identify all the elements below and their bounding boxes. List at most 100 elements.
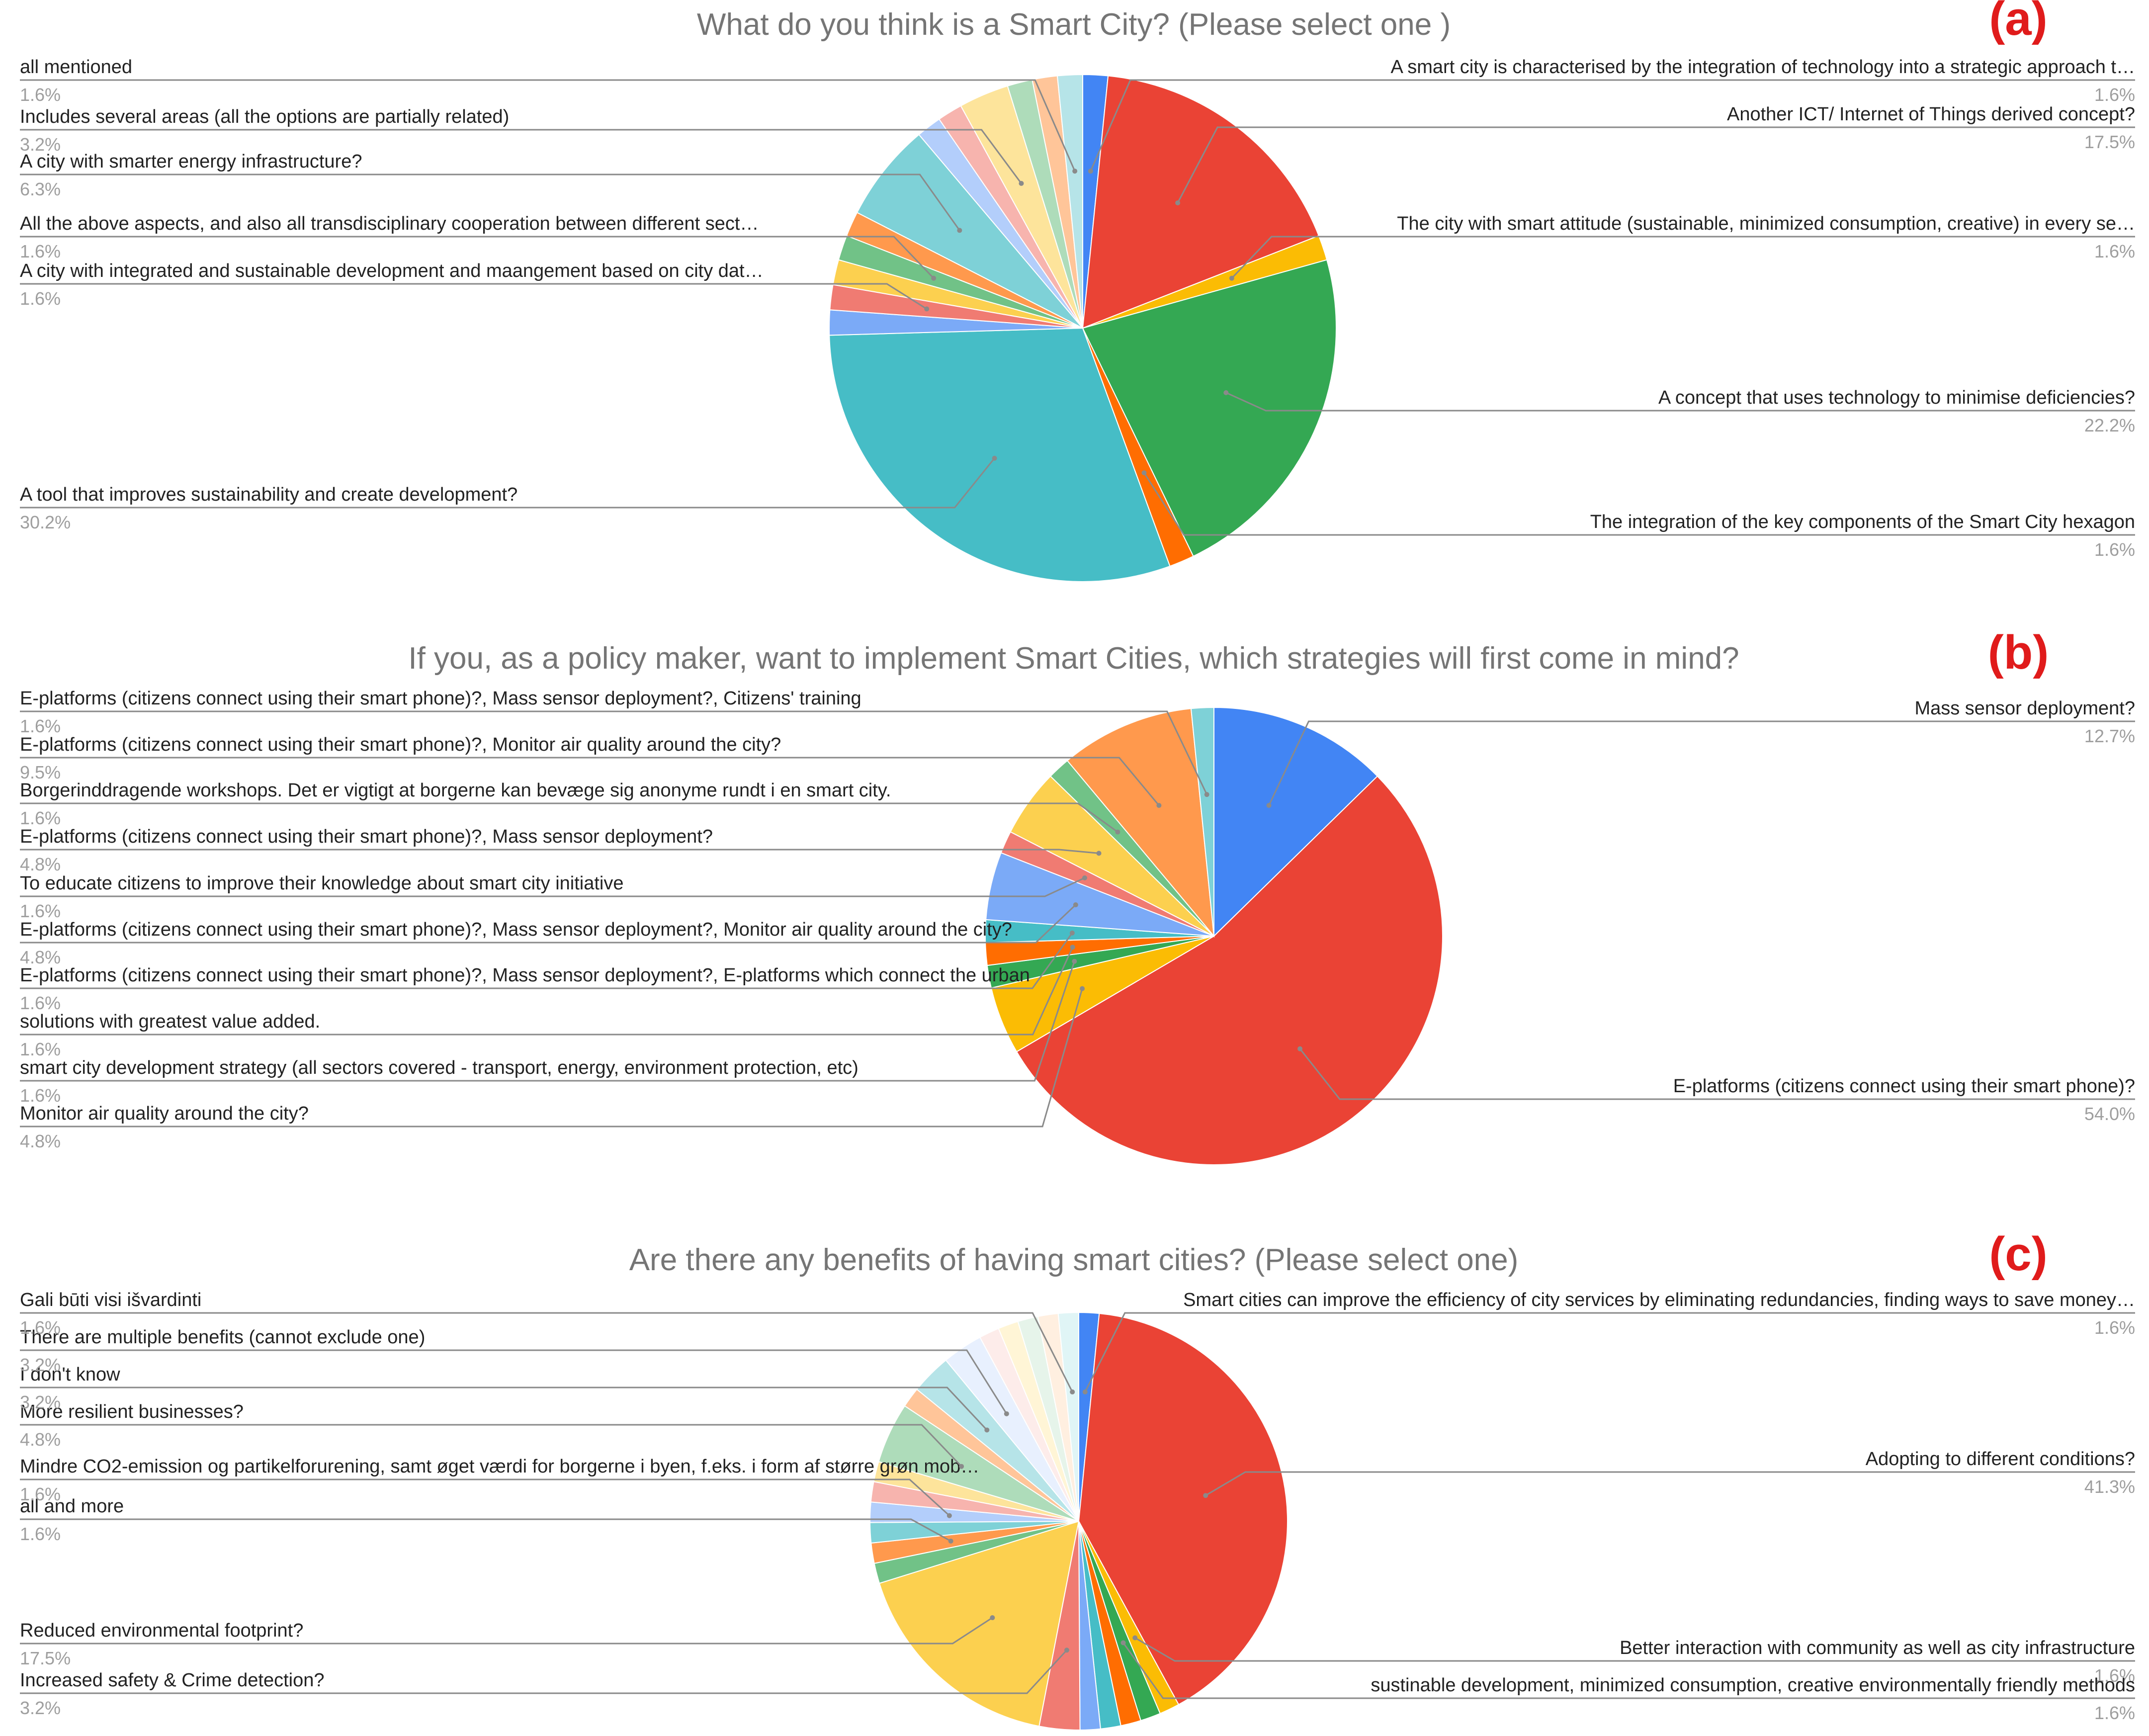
leader-line — [20, 1312, 1073, 1392]
slice-percent: 30.2% — [20, 512, 71, 532]
leader-line — [1134, 1637, 2135, 1662]
slice-percent: 17.5% — [2084, 132, 2135, 152]
slice-label: More resilient businesses? — [20, 1401, 244, 1422]
slice-label: A concept that uses technology to minimi… — [1658, 387, 2135, 408]
slice-label: Mindre CO2-emission og partikelforurenin… — [20, 1456, 979, 1477]
pie-slice — [1190, 706, 1214, 937]
slice-label: Includes several areas (all the options … — [20, 106, 509, 127]
pie-slice — [878, 1520, 1080, 1727]
slice-percent: 1.6% — [2094, 1703, 2135, 1723]
leader-line — [20, 961, 1075, 1082]
slice-label: I don't know — [20, 1364, 120, 1385]
slice-percent: 4.8% — [20, 854, 61, 874]
leader-line — [20, 457, 995, 509]
slice-label: Increased safety & Crime detection? — [20, 1670, 325, 1691]
leader-line — [20, 174, 960, 231]
slice-label: There are multiple benefits (cannot excl… — [20, 1327, 425, 1348]
slice-label: Adopting to different conditions? — [1866, 1449, 2135, 1470]
slice-percent: 4.8% — [20, 947, 61, 967]
slice-percent: 1.6% — [20, 1085, 61, 1106]
leader-line — [20, 1387, 988, 1431]
leader-line — [20, 932, 1073, 989]
panel-letter: (b) — [1988, 626, 2049, 679]
slice-percent: 1.6% — [2094, 241, 2135, 261]
pie-chart-panel-b: If you, as a policy maker, want to imple… — [20, 626, 2135, 1166]
leader-line — [20, 904, 1076, 944]
leader-line — [20, 710, 1208, 795]
panel-letter: (c) — [1989, 1227, 2047, 1281]
slice-percent: 3.2% — [20, 1698, 61, 1718]
leader-line — [1268, 720, 2135, 806]
leader-line — [20, 877, 1085, 897]
pie-slice — [1056, 74, 1083, 329]
slice-percent: 6.3% — [20, 179, 61, 199]
slice-label: sustinable development, minimized consum… — [1371, 1675, 2135, 1696]
leader-line — [20, 1424, 962, 1467]
slice-label: E-platforms (citizens connect using thei… — [1673, 1076, 2135, 1097]
slice-label: E-platforms (citizens connect using thei… — [20, 919, 1012, 940]
slice-label: The city with smart attitude (sustainabl… — [1397, 213, 2135, 234]
slice-percent: 1.6% — [20, 1524, 61, 1544]
chart-title: Are there any benefits of having smart c… — [629, 1243, 1519, 1277]
slice-percent: 1.6% — [20, 716, 61, 736]
leader-line — [20, 283, 927, 310]
slice-labels: Smart cities can improve the efficiency … — [20, 1290, 2135, 1723]
leader-line — [20, 79, 1076, 172]
leader-line — [20, 757, 1160, 806]
slice-percent: 1.6% — [20, 808, 61, 828]
leader-line — [1231, 236, 2135, 279]
slice-percent: 3.2% — [20, 1355, 61, 1375]
pie-slice — [1078, 1312, 1288, 1706]
slice-label: Another ICT/ Internet of Things derived … — [1727, 104, 2135, 125]
pie-slice — [1057, 1311, 1079, 1522]
slice-label: Mass sensor deployment? — [1914, 698, 2135, 719]
slice-percent: 3.2% — [20, 1392, 61, 1412]
slice-label: all mentioned — [20, 57, 132, 78]
slice-label: all and more — [20, 1496, 124, 1517]
slice-labels: A smart city is characterised by the int… — [20, 57, 2135, 560]
chart-title: If you, as a policy maker, want to imple… — [408, 641, 1739, 676]
slice-percent: 1.6% — [2094, 539, 2135, 560]
leader-line — [1299, 1048, 2135, 1100]
slice-percent: 1.6% — [20, 993, 61, 1013]
slice-percent: 41.3% — [2084, 1476, 2135, 1497]
slice-label: smart city development strategy (all sec… — [20, 1057, 859, 1078]
chart-title: What do you think is a Smart City? (Plea… — [697, 7, 1451, 42]
slice-label: Monitor air quality around the city? — [20, 1103, 309, 1124]
pie-slices — [829, 74, 1337, 582]
leader-line — [1177, 126, 2135, 203]
leader-line — [1090, 79, 2135, 172]
pie-chart-panel-c: Are there any benefits of having smart c… — [20, 1227, 2135, 1731]
slice-label: Borgerinddragende workshops. Det er vigt… — [20, 780, 891, 801]
pie-slices — [869, 1311, 1288, 1731]
slice-label: A tool that improves sustainability and … — [20, 484, 517, 505]
slice-percent: 1.6% — [20, 1317, 61, 1338]
pie-slice — [1082, 75, 1320, 329]
leader-line — [1122, 1642, 2135, 1699]
slice-label: Reduced environmental footprint? — [20, 1620, 303, 1641]
leader-line — [20, 1349, 1008, 1414]
slice-label: Better interaction with community as wel… — [1620, 1638, 2135, 1658]
pie-slice — [829, 327, 1171, 582]
slice-label: E-platforms (citizens connect using thei… — [20, 826, 713, 847]
slice-percent: 1.6% — [20, 1039, 61, 1059]
slice-label: Smart cities can improve the efficiency … — [1183, 1290, 2135, 1310]
slice-percent: 1.6% — [20, 288, 61, 309]
slice-percent: 1.6% — [20, 241, 61, 261]
pie-chart-panel-a: What do you think is a Smart City? (Plea… — [20, 0, 2135, 582]
slice-percent: 12.7% — [2084, 726, 2135, 746]
leader-line — [20, 947, 1074, 1036]
slice-percent: 22.2% — [2084, 415, 2135, 435]
slice-percent: 1.6% — [20, 85, 61, 105]
leader-line — [20, 129, 1022, 184]
leader-line — [20, 988, 1083, 1128]
slice-percent: 54.0% — [2084, 1104, 2135, 1124]
slice-label: To educate citizens to improve their kno… — [20, 873, 623, 894]
slice-percent: 1.6% — [2094, 1317, 2135, 1338]
slice-label: E-platforms (citizens connect using thei… — [20, 734, 781, 755]
leader-line — [20, 802, 1118, 833]
slice-label: A city with smarter energy infrastructur… — [20, 151, 362, 172]
leader-line — [20, 1617, 993, 1645]
panel-letter: (a) — [1989, 0, 2047, 45]
slice-labels: Mass sensor deployment? 12.7% E-platforms … — [20, 688, 2135, 1151]
